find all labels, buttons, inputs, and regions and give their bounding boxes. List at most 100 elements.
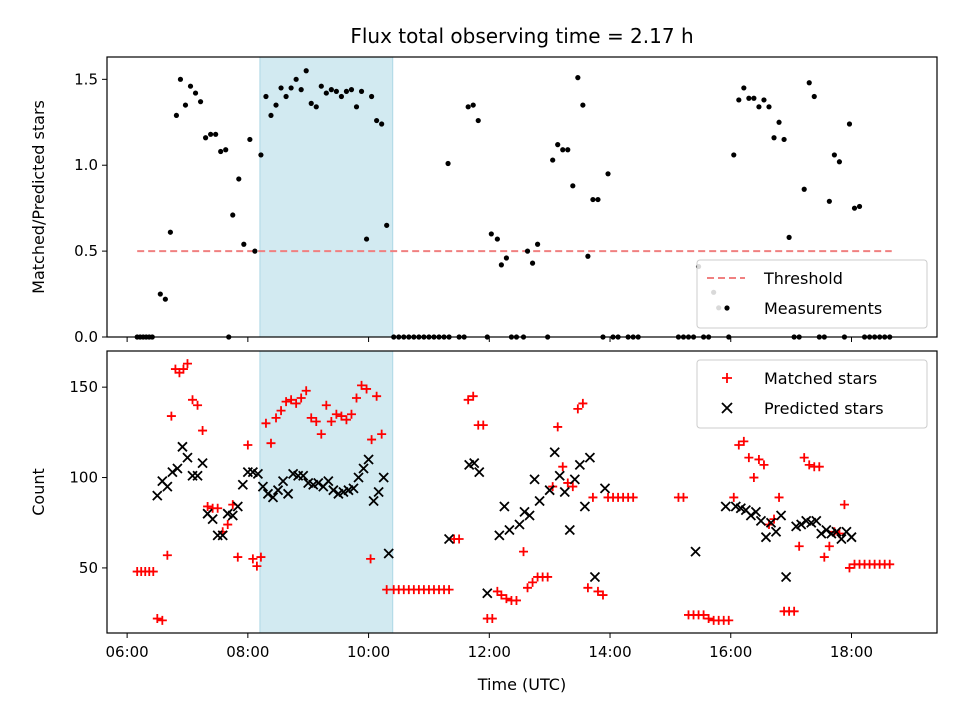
x-tick-label: 10:00 [347,643,390,661]
predicted-star-point [780,571,792,583]
predicted-star-point [323,476,334,487]
predicted-star-point [589,571,601,583]
legend-measurement-swatch [724,305,730,311]
matched-star-point [346,409,356,419]
measurement-point [756,104,762,110]
predicted-star-point [182,452,193,463]
legend-predicted-swatch [721,402,733,414]
predicted-star-point [549,447,560,458]
matched-star-point [162,550,172,560]
matched-star-point [311,417,321,426]
predicted-star-point [816,528,827,539]
predicted-star-point [298,470,309,481]
matched-star-point [583,583,593,593]
matched-star-point [444,585,454,595]
predicted-star-point [353,472,364,483]
matched-star-point [152,614,162,624]
matched-star-point [281,397,291,407]
predicted-star-point [821,524,832,536]
measurement-point [465,104,471,110]
matched-star-point [188,395,198,405]
predicted-star-point [267,492,279,503]
y-axis-label: Count [29,468,48,516]
predicted-star-point [443,533,455,545]
legend-box [696,259,928,329]
matched-star-point [523,583,533,593]
matched-star-point [478,420,488,430]
measurement-point [197,99,204,105]
matched-star-point [357,380,367,390]
matched-star-point [223,520,233,530]
matched-star-point [593,586,603,596]
measurement-point [776,119,782,125]
predicted-star-point [482,588,493,599]
matched-star-point [306,413,316,423]
predicted-star-point [197,457,208,469]
predicted-star-point [720,501,731,512]
legend-box [696,359,928,429]
legend-label: Predicted stars [764,399,884,418]
predicted-star-point [172,463,183,474]
predicted-star-point [383,548,394,559]
predicted-star-point [765,517,777,528]
measurement-point [595,196,601,203]
predicted-star-point [152,490,163,501]
predicted-star-point [313,477,324,489]
matched-star-point [203,501,213,511]
predicted-star-point [534,495,545,507]
matched-star-point [157,615,167,625]
predicted-star-point [690,546,701,557]
predicted-star-point [192,470,203,481]
measurement-point [851,205,858,211]
predicted-star-point [775,510,787,521]
measurement-point [831,152,837,158]
y-tick-label: 100 [69,469,98,487]
measurement-point [258,152,264,158]
matched-star-point [372,391,382,401]
matched-star-point [366,554,376,564]
measurement-point [811,93,817,100]
matched-star-point [543,572,553,582]
matched-star-point [256,552,266,562]
measurement-point [498,262,504,268]
matched-star-point [819,552,829,562]
x-tick-label: 06:00 [106,643,149,661]
measurement-point [379,121,385,127]
measurement-point [384,222,390,228]
measurement-point [585,253,591,259]
measurement-point [731,152,737,158]
chart-title: Flux total observing time = 2.17 h [350,24,693,48]
measurement-point [313,104,319,110]
measurement-point [741,85,747,91]
measurement-point [236,176,242,182]
measurement-point [575,75,581,81]
matched-star-point [759,460,769,470]
matched-star-point [824,541,834,551]
predicted-star-point [252,468,264,480]
measurement-point [560,147,566,153]
matched-star-point [628,492,638,502]
predicted-star-point [277,476,289,487]
plot-frame [106,56,938,338]
predicted-star-point [368,495,379,507]
matched-star-point [511,595,521,605]
predicted-star-point [745,510,757,521]
matched-star-point [377,429,387,439]
predicted-star-point [363,454,374,465]
matched-star-point [198,426,208,436]
measurement-point [761,97,767,103]
x-axis-label: Time (UTC) [477,675,566,694]
matched-star-point [266,438,276,448]
predicted-star-point [232,501,243,512]
measurement-point [218,148,224,155]
measurement-point [488,231,494,237]
measurement-point [283,93,289,100]
matched-star-point [468,391,478,401]
measurement-point [202,135,209,141]
predicted-star-point [579,501,591,512]
matched-star-point [553,422,563,432]
matched-star-point [724,615,734,625]
measurement-point [303,68,309,74]
matched-star-point [341,415,351,425]
measurement-point [247,136,253,143]
